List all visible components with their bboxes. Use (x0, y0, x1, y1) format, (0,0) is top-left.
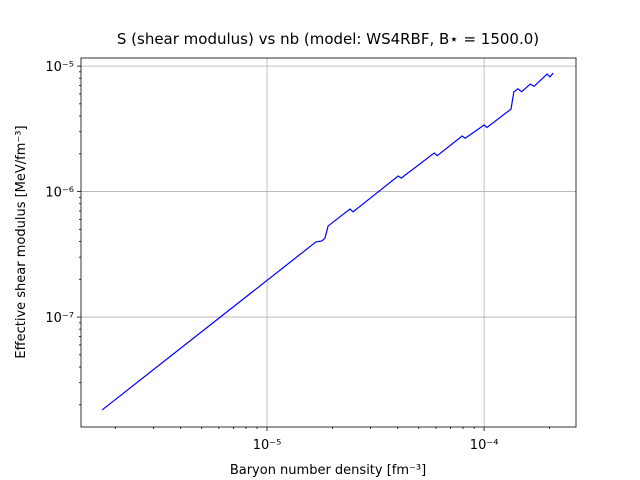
data-line (101, 72, 554, 411)
y-axis-label: Effective shear modulus [MeV/fm⁻³] (14, 125, 29, 358)
y-tick-label: 10⁻⁷ (45, 311, 74, 326)
chart-title: S (shear modulus) vs nb (model: WS4RBF, … (117, 30, 539, 48)
x-axis-label: Baryon number density [fm⁻³] (230, 463, 426, 478)
x-tick-label: 10⁻⁵ (253, 438, 282, 453)
x-tick-label: 10⁻⁴ (470, 438, 499, 453)
y-tick-label: 10⁻⁶ (45, 186, 74, 201)
y-tick-label: 10⁻⁵ (45, 60, 74, 75)
plot-frame (80, 57, 577, 428)
